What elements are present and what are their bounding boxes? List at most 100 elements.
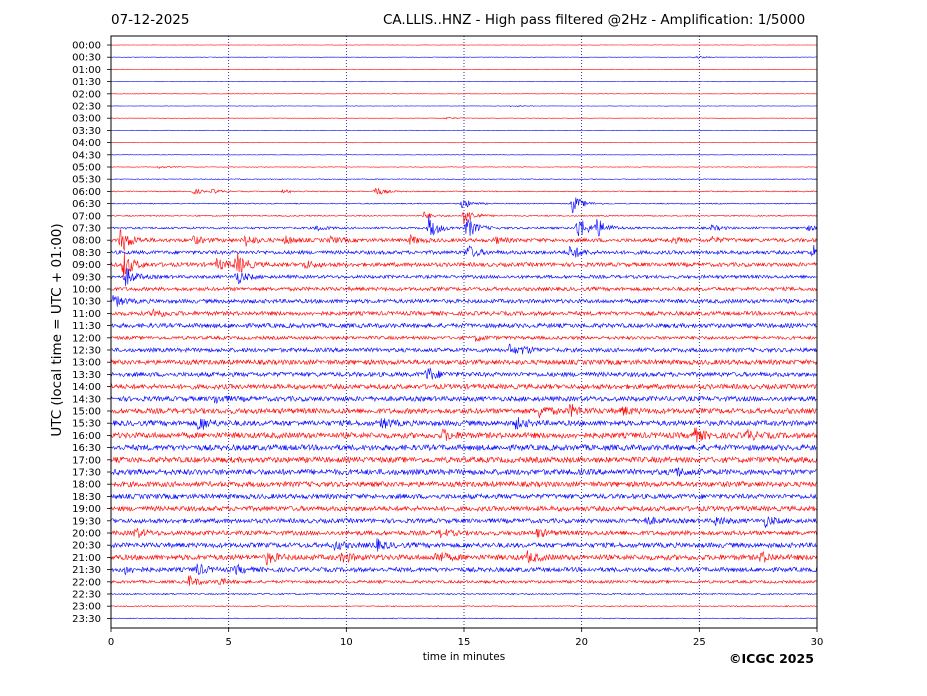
y-tick-label: 19:30 <box>72 516 101 527</box>
trace-2300 <box>110 605 817 608</box>
trace-1430 <box>110 395 817 404</box>
y-tick-label: 15:00 <box>72 407 101 418</box>
y-tick-label: 00:30 <box>72 53 101 64</box>
x-axis-label: time in minutes <box>422 651 506 663</box>
trace-2230 <box>110 592 817 596</box>
y-tick-label: 09:00 <box>72 260 101 271</box>
trace-0030 <box>111 55 817 59</box>
trace-0800 <box>110 228 817 251</box>
trace-0630 <box>110 197 817 213</box>
trace-0300 <box>110 116 817 120</box>
y-tick-label: 11:00 <box>72 309 101 320</box>
y-tick-label: 14:30 <box>72 394 101 405</box>
y-tick-label: 17:00 <box>72 455 101 466</box>
trace-1530 <box>110 416 817 430</box>
y-tick-label: 17:30 <box>72 468 101 479</box>
y-tick-label: 16:30 <box>72 443 101 454</box>
y-tick-label: 12:30 <box>72 346 101 357</box>
date-label: 07-12-2025 <box>111 12 190 28</box>
trace-1930 <box>110 516 817 529</box>
y-tick-label: 13:00 <box>72 358 101 369</box>
trace-1200 <box>110 335 817 342</box>
y-tick-label: 03:00 <box>72 114 101 125</box>
trace-1400 <box>110 383 817 391</box>
y-tick-label: 06:00 <box>72 187 101 198</box>
y-tick-label: 13:30 <box>72 370 101 381</box>
y-tick-label: 05:30 <box>72 175 101 186</box>
y-tick-label: 02:00 <box>72 89 101 100</box>
trace-1800 <box>110 480 817 488</box>
y-tick-label: 23:00 <box>72 602 101 613</box>
y-tick-label: 21:30 <box>72 565 101 576</box>
y-tick-label: 14:00 <box>72 382 101 393</box>
y-tick-label: 20:00 <box>72 529 101 540</box>
y-tick-label: 12:00 <box>72 333 101 344</box>
chart-title: CA.LLIS..HNZ - High pass filtered @2Hz -… <box>383 12 806 28</box>
y-tick-label: 08:30 <box>72 248 101 259</box>
trace-0730 <box>110 215 817 237</box>
trace-2000 <box>110 528 817 539</box>
y-tick-label: 09:30 <box>72 272 101 283</box>
trace-1100 <box>110 308 817 318</box>
x-tick-label: 5 <box>225 637 231 648</box>
y-tick-label: 22:00 <box>72 577 101 588</box>
plot-frame <box>110 35 818 629</box>
copyright-label: ©ICGC 2025 <box>729 651 814 666</box>
y-tick-label: 01:00 <box>72 65 101 76</box>
trace-0500 <box>110 165 817 169</box>
y-tick-label: 06:30 <box>72 199 101 210</box>
trace-1130 <box>110 322 817 329</box>
x-tick-label: 15 <box>458 637 471 648</box>
y-tick-label: 00:00 <box>72 41 101 52</box>
y-tick-label: 22:30 <box>72 590 101 601</box>
x-tick-label: 30 <box>811 637 824 648</box>
y-tick-label: 08:00 <box>72 236 101 247</box>
y-tick-label: 11:30 <box>72 321 101 332</box>
trace-1330 <box>110 367 817 380</box>
trace-0930 <box>110 268 817 287</box>
y-tick-label: 21:00 <box>72 553 101 564</box>
trace-2200 <box>110 575 817 587</box>
y-tick-label: 23:30 <box>72 614 101 625</box>
trace-0230 <box>110 105 817 108</box>
trace-1000 <box>110 286 817 292</box>
x-tick-label: 10 <box>340 637 353 648</box>
y-tick-label: 04:00 <box>72 138 101 149</box>
trace-1700 <box>110 455 817 464</box>
trace-1030 <box>110 294 817 307</box>
y-tick-label: 04:30 <box>72 150 101 161</box>
y-tick-label: 03:30 <box>72 126 101 137</box>
trace-2330 <box>110 617 817 620</box>
y-tick-label: 20:30 <box>72 541 101 552</box>
trace-0600 <box>110 187 817 195</box>
trace-1600 <box>110 427 817 443</box>
y-tick-label: 07:00 <box>72 211 101 222</box>
trace-2030 <box>110 538 817 552</box>
trace-2130 <box>110 563 817 576</box>
x-tick-label: 25 <box>693 637 706 648</box>
trace-1730 <box>110 467 817 477</box>
y-tick-label: 10:00 <box>72 285 101 296</box>
trace-1230 <box>110 343 817 355</box>
trace-1830 <box>110 492 817 500</box>
y-tick-label: 15:30 <box>72 419 101 430</box>
y-tick-label: 10:30 <box>72 297 101 308</box>
y-tick-label: 05:00 <box>72 163 101 174</box>
trace-1900 <box>110 505 817 513</box>
trace-2100 <box>110 550 817 566</box>
trace-0830 <box>110 244 817 258</box>
y-tick-label: 18:00 <box>72 480 101 491</box>
trace-0530 <box>110 178 817 181</box>
y-tick-label: 18:30 <box>72 492 101 503</box>
y-tick-label: 07:30 <box>72 224 101 235</box>
y-tick-label: 01:30 <box>72 77 101 88</box>
trace-0700 <box>110 211 817 225</box>
trace-0900 <box>110 252 817 278</box>
y-tick-label: 19:00 <box>72 504 101 515</box>
trace-1300 <box>110 358 817 366</box>
x-tick-label: 20 <box>575 637 588 648</box>
y-tick-label: 16:00 <box>72 431 101 442</box>
y-tick-label: 02:30 <box>72 102 101 113</box>
trace-1630 <box>110 443 817 452</box>
